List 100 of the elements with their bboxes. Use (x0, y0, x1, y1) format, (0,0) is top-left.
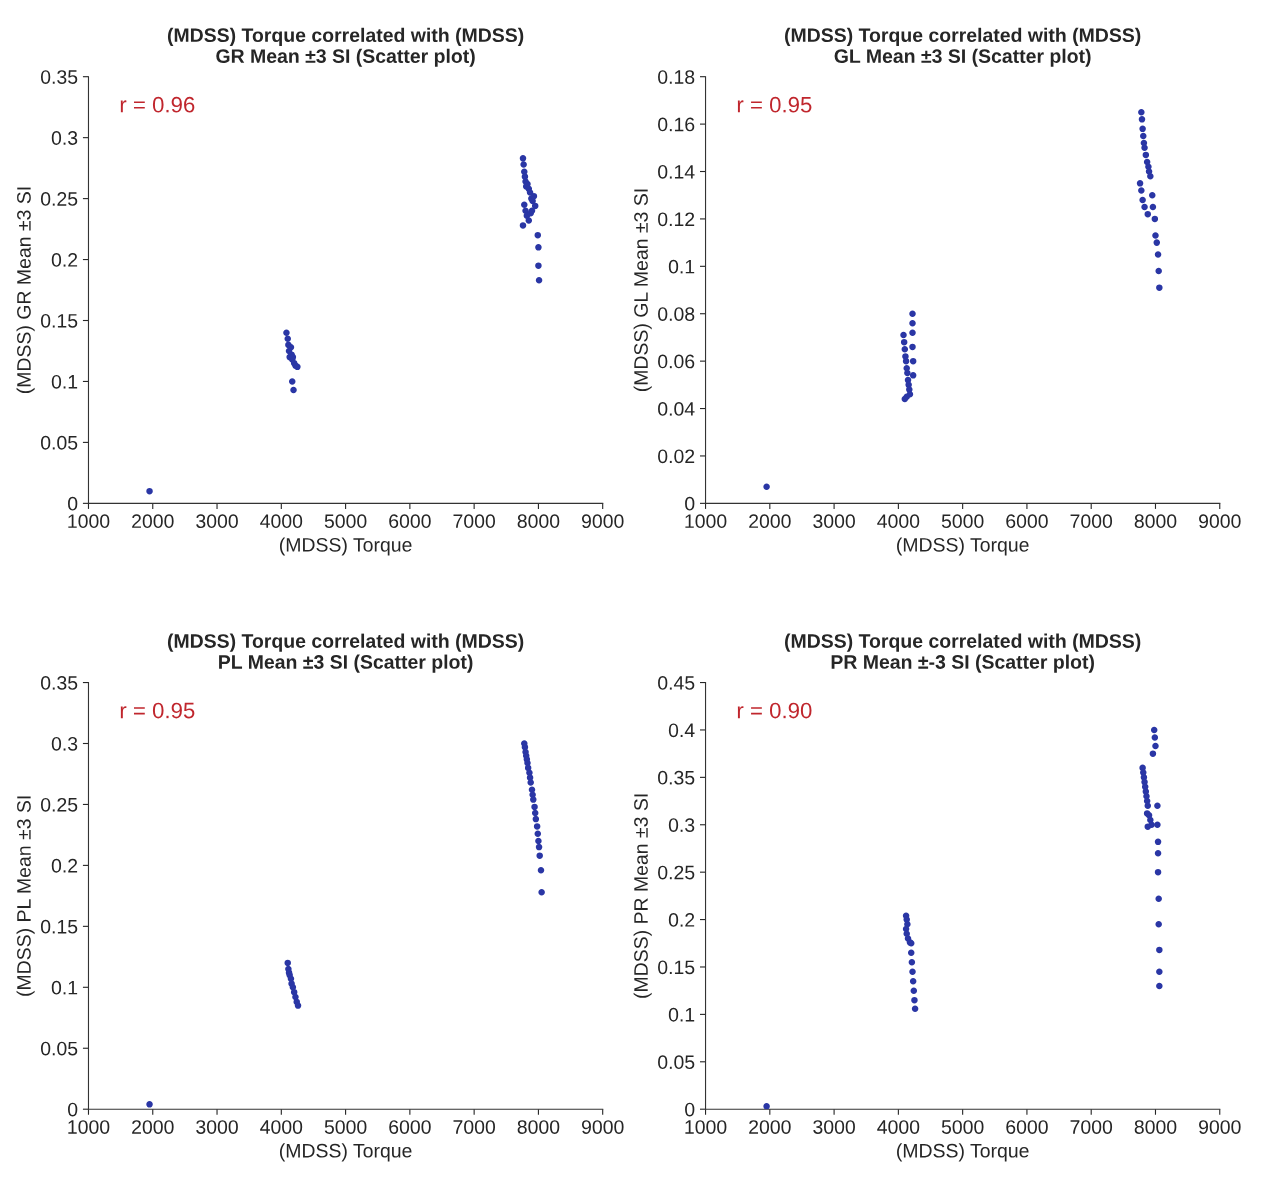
x-axis-title: (MDSS) Torque (279, 1143, 412, 1162)
point (530, 796, 537, 803)
y-tick-label: 0.06 (658, 354, 695, 369)
x-tick-label: 3000 (196, 514, 238, 529)
y-tick-label: 0.1 (51, 980, 78, 995)
x-tick-label: 4000 (260, 514, 303, 529)
y-tick-label: 0.15 (40, 919, 78, 934)
x-tick-label: 3000 (813, 1120, 855, 1134)
point (901, 346, 909, 353)
point (537, 867, 545, 874)
x-tick-label: 8000 (517, 1120, 560, 1134)
x-tick-label: 3000 (813, 514, 855, 529)
x-tick-label: 2000 (749, 514, 791, 529)
point (1140, 132, 1147, 140)
point (535, 277, 543, 284)
y-tick-label: 0.1 (51, 374, 78, 389)
point (1154, 251, 1162, 258)
point (534, 830, 542, 837)
point (763, 483, 770, 491)
y-tick-label: 0.02 (658, 449, 695, 464)
chart-title: (MDSS) Torque correlated with (MDSS) GR Mean ±3 SI (Scatter plot) (167, 27, 524, 67)
y-tick-label: 0.08 (658, 307, 695, 321)
y-tick-label: 0.12 (658, 212, 695, 227)
point (146, 487, 153, 495)
x-tick-label: 5000 (324, 514, 367, 529)
point (1149, 750, 1157, 757)
y-tick-label: 0.2 (51, 858, 78, 873)
x-tick-label: 8000 (1134, 1120, 1177, 1134)
y-tick-label: 0.15 (658, 960, 695, 975)
y-tick-label: 0 (68, 1102, 78, 1117)
y-tick-label: 0.4 (668, 723, 695, 738)
point (1155, 895, 1162, 902)
point (1152, 742, 1159, 750)
point (1138, 187, 1145, 194)
point (535, 837, 542, 845)
point (909, 319, 916, 327)
point (1154, 868, 1162, 876)
point (284, 335, 291, 343)
point (1156, 982, 1163, 990)
y-tick-label: 0.25 (658, 865, 695, 880)
point (294, 1002, 302, 1009)
y-tick-label: 0.45 (658, 676, 695, 690)
y-axis-title: (MDSS) PR Mean ±3 SI (633, 794, 652, 998)
point (1151, 215, 1159, 223)
y-tick-label: 0.15 (40, 313, 78, 328)
point (1149, 203, 1157, 211)
point (1147, 173, 1154, 180)
y-tick-label: 0 (685, 1102, 695, 1117)
y-tick-label: 0.05 (40, 435, 78, 450)
point (290, 386, 297, 394)
point (1144, 823, 1152, 830)
point (1141, 144, 1148, 152)
x-tick-label: 4000 (877, 1120, 920, 1134)
point (1138, 116, 1146, 123)
point (1155, 921, 1162, 928)
point (904, 369, 911, 377)
point (909, 977, 917, 985)
point (538, 888, 545, 896)
x-tick-label: 4000 (260, 1120, 303, 1134)
x-tick-label: 1000 (68, 1120, 110, 1134)
point (902, 357, 910, 365)
y-tick-label: 0.05 (658, 1055, 695, 1070)
annotation: r = 0.90 (737, 702, 812, 719)
point (909, 357, 917, 365)
point (1156, 968, 1163, 975)
y-axis-title: (MDSS) GR Mean ±3 SI (16, 187, 35, 394)
point (763, 1103, 770, 1110)
x-tick-label: 7000 (1070, 1120, 1113, 1134)
point (533, 823, 541, 830)
x-tick-label: 6000 (389, 1120, 431, 1134)
y-tick-label: 0.3 (51, 736, 78, 751)
chart-title: (MDSS) Torque correlated with (MDSS) PL Mean ±3 SI (Scatter plot) (167, 633, 524, 673)
point (532, 815, 540, 823)
point (535, 262, 542, 269)
point (283, 329, 290, 336)
point (1156, 284, 1163, 291)
x-tick-label: 2000 (132, 514, 174, 529)
x-tick-label: 7000 (453, 1120, 496, 1134)
point (1144, 802, 1152, 810)
x-tick-label: 1000 (68, 514, 110, 529)
point (1152, 232, 1159, 239)
x-tick-label: 2000 (749, 1120, 791, 1134)
point (909, 968, 916, 975)
y-tick-label: 0.3 (51, 131, 78, 145)
point (1139, 125, 1146, 133)
point (1155, 267, 1162, 275)
point (292, 993, 299, 1001)
y-tick-label: 0.14 (658, 164, 695, 179)
x-axis-title: (MDSS) Torque (897, 1143, 1029, 1162)
point (1149, 191, 1156, 199)
y-tick-label: 0.35 (40, 70, 78, 84)
x-tick-label: 6000 (1006, 514, 1048, 529)
y-tick-label: 0.18 (658, 70, 695, 84)
point (1154, 821, 1161, 829)
point (535, 843, 543, 851)
point (519, 155, 527, 162)
x-tick-label: 5000 (324, 1120, 367, 1134)
x-tick-label: 9000 (581, 514, 624, 529)
y-tick-label: 0.16 (658, 117, 695, 132)
x-tick-label: 7000 (453, 514, 496, 529)
